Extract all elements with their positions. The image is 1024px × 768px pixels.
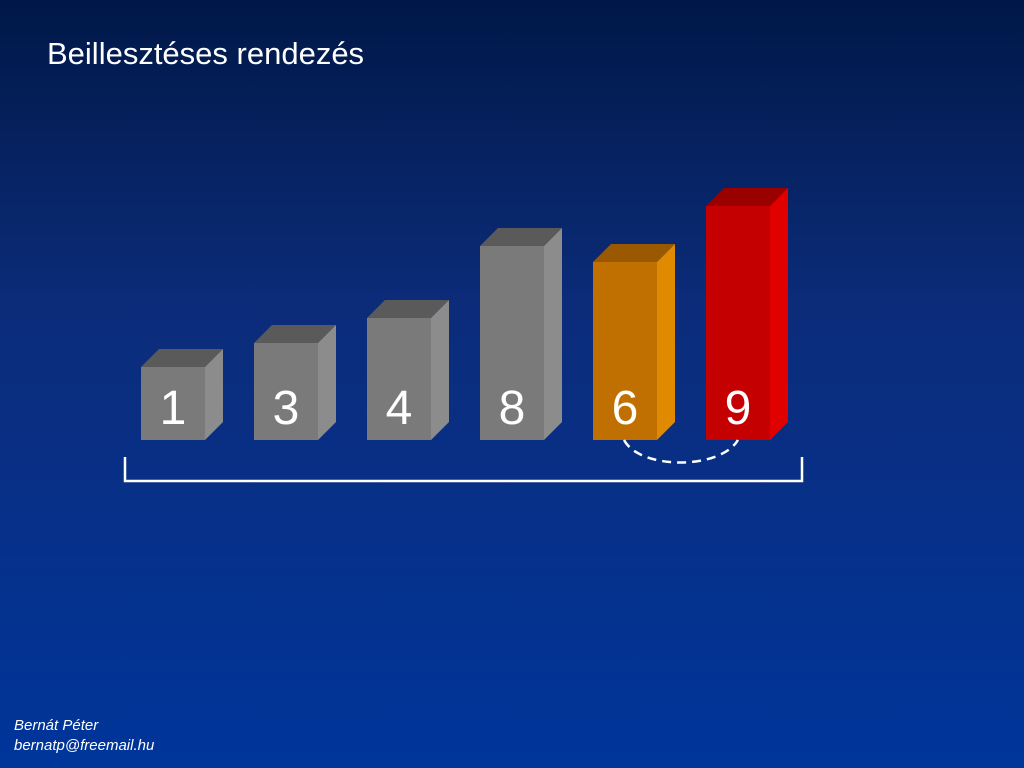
bar-top: [254, 325, 336, 343]
bar-top: [141, 349, 223, 367]
bar-top: [593, 244, 675, 262]
array-bracket: [123, 457, 804, 483]
bar-side: [657, 244, 675, 440]
bar-side: [318, 325, 336, 440]
bar-label: 4: [386, 382, 413, 435]
swap-arrow: [622, 439, 740, 464]
bar-label: 8: [499, 382, 526, 435]
bar-front: [367, 318, 431, 440]
bar-front: [141, 367, 205, 440]
bar-top: [706, 188, 788, 206]
bar-6: 6: [593, 244, 675, 440]
bar-label: 6: [612, 382, 639, 435]
bar-front: [706, 206, 770, 440]
bar-side: [770, 188, 788, 440]
bar-top: [480, 228, 562, 246]
bar-label: 1: [160, 382, 187, 435]
bar-8: 8: [480, 228, 562, 440]
bar-9: 9: [706, 188, 788, 440]
bar-front: [254, 343, 318, 440]
bar-side: [205, 349, 223, 440]
bar-front: [480, 246, 544, 440]
bar-side: [544, 228, 562, 440]
bar-3: 3: [254, 325, 336, 440]
author-email: bernatp@freemail.hu: [14, 737, 155, 754]
bars-group: 1 3 4 8 6 9: [141, 188, 788, 440]
bar-front: [593, 262, 657, 440]
bar-label: 3: [273, 382, 300, 435]
bar-label: 9: [725, 382, 752, 435]
bar-top: [367, 300, 449, 318]
bar-4: 4: [367, 300, 449, 440]
author-info: Bernát Péter bernatp@freemail.hu: [14, 716, 154, 756]
bar-1: 1: [141, 349, 223, 440]
author-name: Bernát Péter: [14, 717, 99, 734]
bar-side: [431, 300, 449, 440]
slide-title: Beillesztéses rendezés: [47, 36, 365, 71]
